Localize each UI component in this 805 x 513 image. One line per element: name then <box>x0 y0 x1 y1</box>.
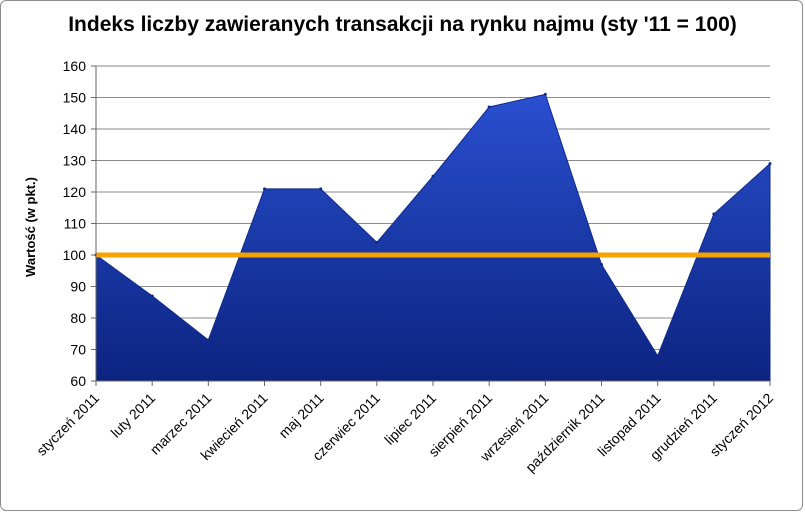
y-tick-label: 100 <box>63 247 87 263</box>
y-tick-label: 110 <box>64 216 87 232</box>
x-tick-label: styczeń 2011 <box>33 390 102 459</box>
y-tick-label: 130 <box>63 153 87 169</box>
y-tick-label: 120 <box>63 184 87 200</box>
data-point <box>656 354 660 358</box>
data-point <box>768 162 772 166</box>
y-tick-label: 70 <box>70 342 86 358</box>
x-tick-label: lipiec 2011 <box>381 390 439 448</box>
chart-title: Indeks liczby zawieranych transakcji na … <box>68 13 737 36</box>
y-tick-label: 140 <box>63 121 87 137</box>
data-point <box>600 262 603 266</box>
data-point <box>712 212 716 216</box>
y-tick-label: 80 <box>70 310 86 326</box>
data-point <box>431 174 435 178</box>
y-axis-label: Wartość (w pkt.) <box>23 177 38 277</box>
y-tick-label: 150 <box>63 90 87 106</box>
data-point <box>150 294 154 298</box>
data-point <box>206 338 210 342</box>
data-point <box>543 92 547 96</box>
x-tick-label: maj 2011 <box>275 390 326 441</box>
data-point <box>263 187 266 191</box>
y-tick-label: 90 <box>70 279 86 295</box>
area-series <box>95 93 771 382</box>
y-tick-label: 160 <box>63 58 87 74</box>
x-tick-label: luty 2011 <box>108 390 159 441</box>
data-point <box>375 240 379 244</box>
data-point <box>487 105 491 109</box>
y-tick-label: 60 <box>70 373 86 389</box>
data-point <box>319 187 323 191</box>
